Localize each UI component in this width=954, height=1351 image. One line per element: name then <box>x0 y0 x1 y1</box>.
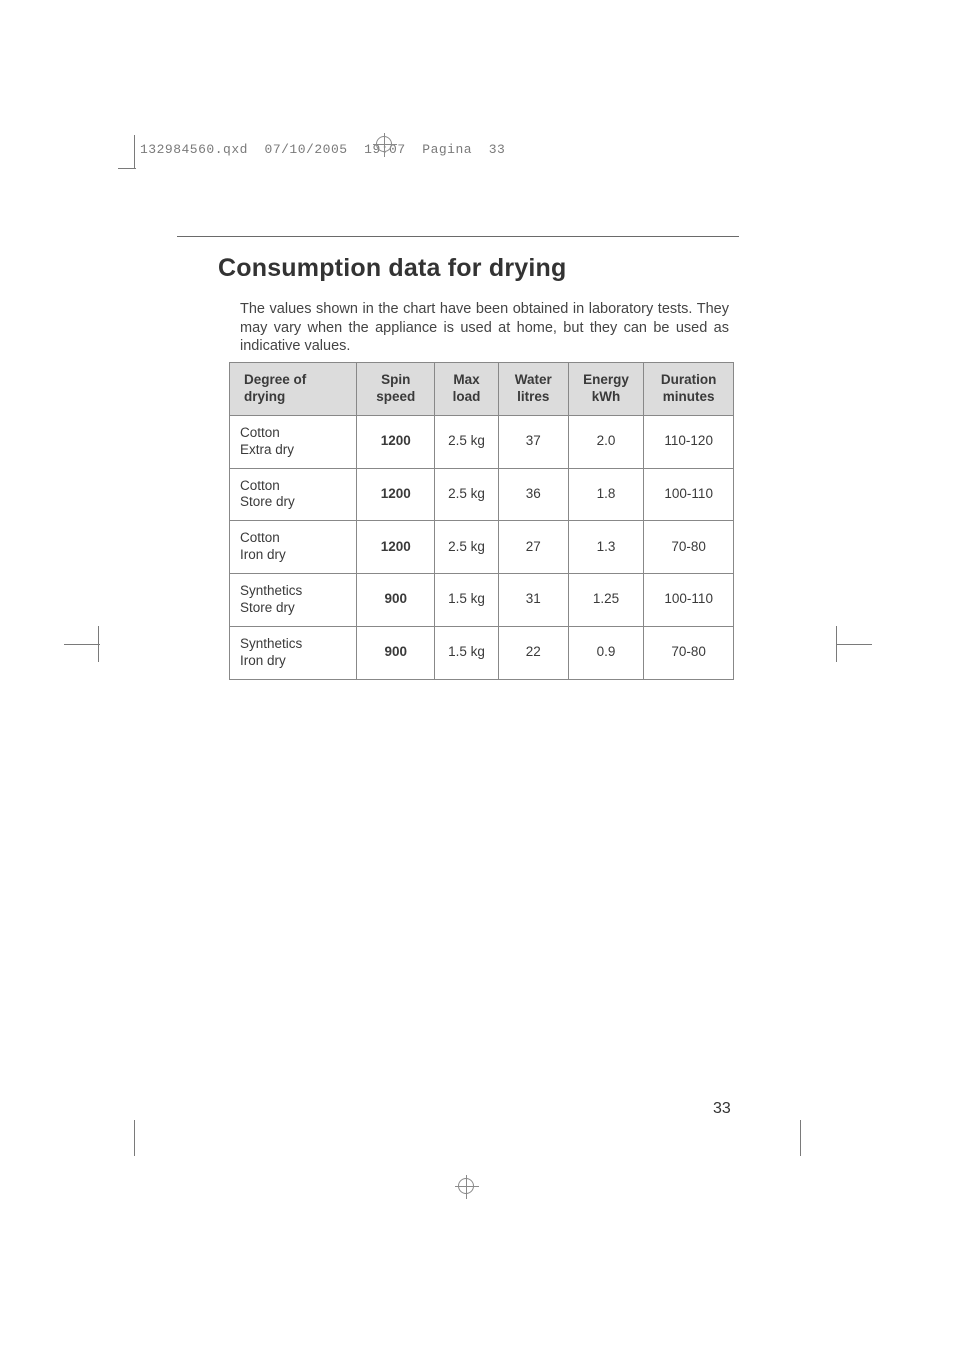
cell-water: 36 <box>499 469 569 521</box>
col-label: litres <box>517 389 549 406</box>
degree-line: Store dry <box>240 600 346 617</box>
col-label: Energy <box>583 372 629 389</box>
crop-mark <box>134 135 135 169</box>
cell-load: 2.5 kg <box>435 521 499 573</box>
table-row: Synthetics Store dry 900 1.5 kg 31 1.25 … <box>230 574 733 627</box>
col-label: Duration <box>661 372 717 389</box>
crop-mark <box>836 644 872 645</box>
cell-load: 1.5 kg <box>435 574 499 626</box>
col-label: Max <box>453 372 479 389</box>
prepress-header: 132984560.qxd 07/10/2005 19:07 Pagina 33 <box>140 142 505 157</box>
crop-mark <box>134 1120 135 1156</box>
cell-load: 2.5 kg <box>435 416 499 468</box>
table-header-row: Degree of drying Spin speed Max load Wat… <box>230 363 733 416</box>
col-label: Spin speed <box>367 372 424 406</box>
drying-data-table: Degree of drying Spin speed Max load Wat… <box>229 362 734 680</box>
degree-line: Cotton <box>240 425 346 442</box>
page-number: 33 <box>713 1100 731 1118</box>
page-top-rule <box>177 236 739 237</box>
cell-load: 2.5 kg <box>435 469 499 521</box>
degree-line: Cotton <box>240 530 346 547</box>
cell-duration: 110-120 <box>644 416 733 468</box>
page-label: Pagina <box>422 142 472 157</box>
cell-water: 22 <box>499 627 569 679</box>
crop-mark <box>118 168 136 169</box>
cell-spin: 900 <box>357 574 435 626</box>
cell-duration: 70-80 <box>644 627 733 679</box>
col-label: Degree of drying <box>244 372 346 406</box>
cell-energy: 1.8 <box>569 469 645 521</box>
col-duration: Duration minutes <box>644 363 733 415</box>
col-spin: Spin speed <box>357 363 435 415</box>
cell-spin: 900 <box>357 627 435 679</box>
registration-mark-icon <box>458 1178 474 1194</box>
crop-mark <box>64 644 100 645</box>
col-label: Water <box>515 372 552 389</box>
degree-line: Iron dry <box>240 547 346 564</box>
col-label: minutes <box>663 389 715 406</box>
intro-paragraph: The values shown in the chart have been … <box>240 300 729 356</box>
cell-duration: 100-110 <box>644 469 733 521</box>
degree-line: Synthetics <box>240 583 346 600</box>
cell-water: 31 <box>499 574 569 626</box>
degree-line: Store dry <box>240 494 346 511</box>
col-water: Water litres <box>499 363 569 415</box>
cell-duration: 100-110 <box>644 574 733 626</box>
page-inline-num: 33 <box>489 142 506 157</box>
cell-water: 27 <box>499 521 569 573</box>
table-row: Cotton Extra dry 1200 2.5 kg 37 2.0 110-… <box>230 416 733 469</box>
degree-line: Synthetics <box>240 636 346 653</box>
degree-line: Extra dry <box>240 442 346 459</box>
cell-energy: 1.3 <box>569 521 645 573</box>
cell-degree: Cotton Store dry <box>230 469 357 521</box>
cell-spin: 1200 <box>357 416 435 468</box>
cell-spin: 1200 <box>357 469 435 521</box>
cell-degree: Cotton Extra dry <box>230 416 357 468</box>
col-load: Max load <box>435 363 499 415</box>
file-name: 132984560.qxd <box>140 142 248 157</box>
cell-degree: Cotton Iron dry <box>230 521 357 573</box>
cell-degree: Synthetics Store dry <box>230 574 357 626</box>
col-energy: Energy kWh <box>569 363 645 415</box>
degree-line: Iron dry <box>240 653 346 670</box>
cell-energy: 0.9 <box>569 627 645 679</box>
col-label: kWh <box>592 389 621 406</box>
col-degree: Degree of drying <box>230 363 357 415</box>
cell-duration: 70-80 <box>644 521 733 573</box>
cell-water: 37 <box>499 416 569 468</box>
file-date: 07/10/2005 <box>265 142 348 157</box>
cell-energy: 2.0 <box>569 416 645 468</box>
cell-degree: Synthetics Iron dry <box>230 627 357 679</box>
col-label: load <box>453 389 481 406</box>
crop-mark <box>800 1120 801 1156</box>
cell-energy: 1.25 <box>569 574 645 626</box>
table-row: Synthetics Iron dry 900 1.5 kg 22 0.9 70… <box>230 627 733 679</box>
registration-mark-icon <box>376 136 392 152</box>
degree-line: Cotton <box>240 478 346 495</box>
table-row: Cotton Store dry 1200 2.5 kg 36 1.8 100-… <box>230 469 733 522</box>
table-row: Cotton Iron dry 1200 2.5 kg 27 1.3 70-80 <box>230 521 733 574</box>
cell-spin: 1200 <box>357 521 435 573</box>
cell-load: 1.5 kg <box>435 627 499 679</box>
page-title: Consumption data for drying <box>218 254 566 283</box>
